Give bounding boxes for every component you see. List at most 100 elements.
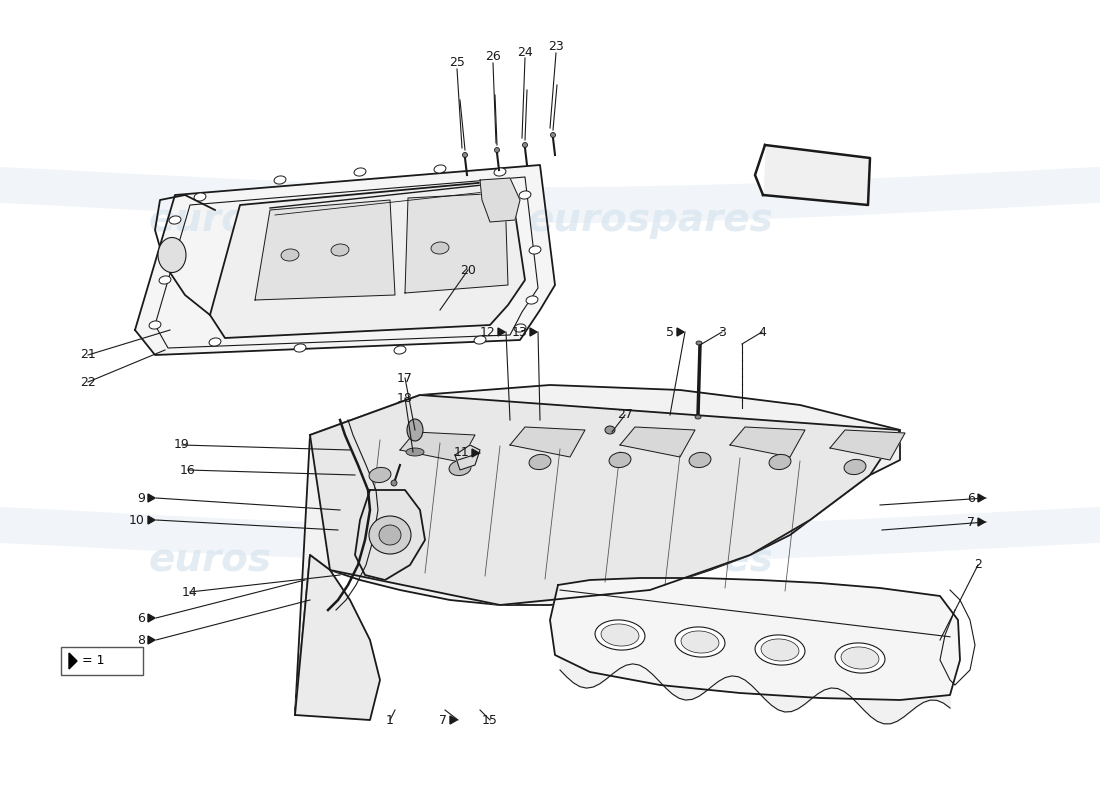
Ellipse shape — [695, 415, 701, 419]
Ellipse shape — [519, 191, 531, 199]
Polygon shape — [676, 328, 684, 336]
Polygon shape — [400, 432, 475, 462]
Ellipse shape — [605, 426, 615, 434]
Ellipse shape — [368, 516, 411, 554]
Ellipse shape — [675, 627, 725, 657]
Text: 1: 1 — [386, 714, 394, 726]
Ellipse shape — [449, 461, 471, 475]
Polygon shape — [135, 165, 556, 355]
Text: 17: 17 — [397, 371, 412, 385]
Ellipse shape — [294, 344, 306, 352]
Text: 21: 21 — [80, 349, 96, 362]
Ellipse shape — [158, 238, 186, 273]
Ellipse shape — [434, 165, 446, 173]
Polygon shape — [730, 427, 805, 457]
Ellipse shape — [761, 639, 799, 661]
Ellipse shape — [390, 480, 397, 486]
Ellipse shape — [609, 453, 631, 467]
Text: 12: 12 — [480, 326, 495, 338]
Ellipse shape — [495, 147, 499, 153]
Ellipse shape — [494, 168, 506, 176]
Text: 2: 2 — [975, 558, 982, 571]
Ellipse shape — [529, 454, 551, 470]
Text: 6: 6 — [138, 611, 145, 625]
Text: 10: 10 — [129, 514, 145, 526]
Polygon shape — [455, 445, 480, 470]
Ellipse shape — [431, 242, 449, 254]
Text: 11: 11 — [453, 446, 469, 459]
Text: = 1: = 1 — [82, 654, 104, 667]
Polygon shape — [498, 328, 505, 336]
Text: 3: 3 — [718, 326, 726, 338]
Text: 6: 6 — [967, 491, 975, 505]
Ellipse shape — [526, 296, 538, 304]
Text: 19: 19 — [174, 438, 190, 451]
Text: eurospares: eurospares — [527, 541, 773, 579]
Text: 8: 8 — [138, 634, 145, 646]
FancyBboxPatch shape — [60, 647, 143, 675]
Polygon shape — [450, 716, 456, 724]
Ellipse shape — [394, 346, 406, 354]
Ellipse shape — [331, 244, 349, 256]
Ellipse shape — [514, 324, 526, 332]
Text: 26: 26 — [485, 50, 501, 63]
Ellipse shape — [529, 246, 541, 254]
Ellipse shape — [169, 216, 180, 224]
Ellipse shape — [407, 419, 424, 441]
Text: 7: 7 — [439, 714, 447, 726]
Polygon shape — [210, 180, 525, 338]
Polygon shape — [355, 490, 425, 580]
Ellipse shape — [150, 321, 161, 329]
Text: euros: euros — [148, 201, 272, 239]
Ellipse shape — [462, 153, 468, 158]
Ellipse shape — [601, 624, 639, 646]
Ellipse shape — [274, 176, 286, 184]
Text: 15: 15 — [482, 714, 498, 726]
Text: euros: euros — [148, 541, 272, 579]
Polygon shape — [550, 578, 960, 700]
Text: 13: 13 — [512, 326, 527, 338]
Ellipse shape — [194, 193, 206, 201]
Polygon shape — [510, 427, 585, 457]
Text: 22: 22 — [80, 375, 96, 389]
Polygon shape — [148, 516, 155, 524]
Polygon shape — [620, 427, 695, 457]
Polygon shape — [830, 430, 905, 460]
Ellipse shape — [370, 467, 390, 482]
Ellipse shape — [681, 631, 719, 653]
Polygon shape — [978, 518, 984, 526]
Ellipse shape — [160, 276, 170, 284]
Polygon shape — [978, 494, 984, 502]
Ellipse shape — [769, 454, 791, 470]
Ellipse shape — [689, 453, 711, 467]
Ellipse shape — [354, 168, 366, 176]
Polygon shape — [530, 328, 537, 336]
Text: 14: 14 — [183, 586, 198, 598]
Text: 5: 5 — [666, 326, 674, 338]
Text: 23: 23 — [548, 41, 564, 54]
Ellipse shape — [280, 249, 299, 261]
Text: 4: 4 — [758, 326, 766, 338]
Ellipse shape — [755, 635, 805, 665]
Ellipse shape — [595, 620, 645, 650]
Polygon shape — [148, 636, 155, 644]
Polygon shape — [755, 145, 764, 195]
Ellipse shape — [696, 341, 702, 345]
Polygon shape — [255, 200, 395, 300]
Text: 25: 25 — [449, 57, 465, 70]
Ellipse shape — [474, 336, 486, 344]
Text: 27: 27 — [617, 409, 632, 422]
Ellipse shape — [209, 338, 221, 346]
Polygon shape — [480, 178, 520, 222]
Ellipse shape — [842, 647, 879, 669]
Text: eurospares: eurospares — [527, 201, 773, 239]
Polygon shape — [148, 614, 155, 622]
Polygon shape — [295, 385, 900, 715]
Polygon shape — [69, 653, 77, 669]
Polygon shape — [405, 193, 508, 293]
Text: 20: 20 — [460, 263, 476, 277]
Ellipse shape — [844, 459, 866, 474]
Polygon shape — [310, 395, 900, 605]
Polygon shape — [472, 449, 478, 457]
Polygon shape — [763, 145, 870, 205]
